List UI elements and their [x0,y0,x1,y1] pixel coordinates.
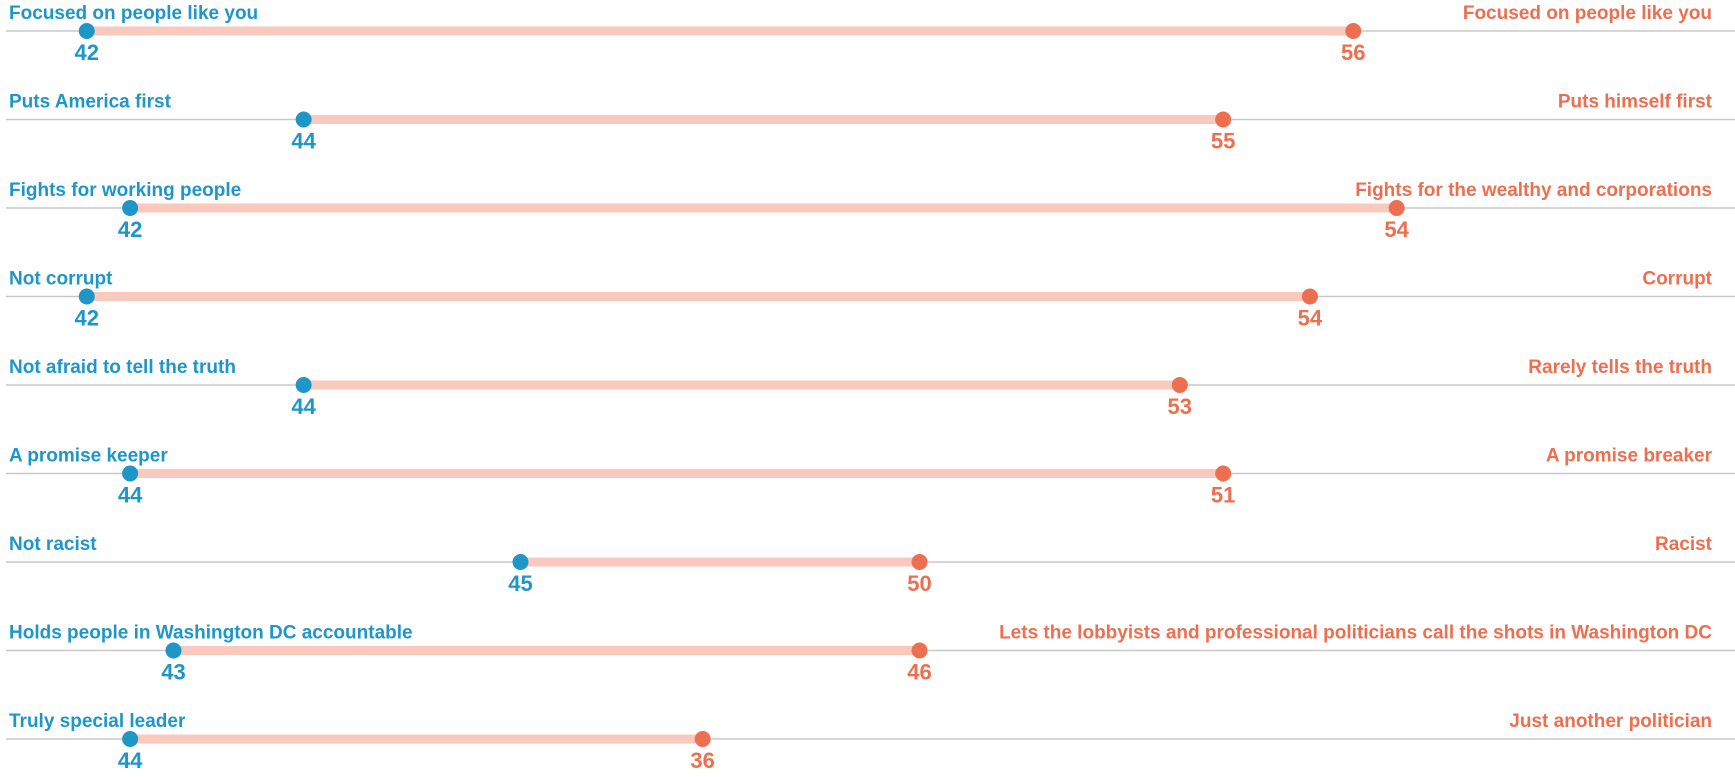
left-value-point [122,465,139,482]
left-category-label: Holds people in Washington DC accountabl… [9,623,413,644]
left-value-point [78,23,95,39]
left-category-label: Not racist [9,534,97,555]
left-category-label: Not afraid to tell the truth [9,357,236,378]
left-value-label: 44 [118,748,143,773]
right-value-label: 50 [907,571,931,596]
right-category-label: Racist [1655,534,1713,555]
right-category-label: Corrupt [1642,269,1712,290]
left-value-label: 43 [161,660,185,685]
right-category-label: Rarely tells the truth [1528,357,1712,378]
left-value-label: 44 [291,394,316,419]
right-value-point [1215,465,1232,482]
right-value-point [1171,377,1188,393]
left-value-label: 44 [291,129,316,154]
left-value-label: 44 [118,483,143,508]
right-value-point [911,642,928,659]
left-value-point [295,377,312,393]
left-value-label: 42 [75,40,99,65]
left-value-point [165,642,182,659]
left-value-point [122,200,139,216]
left-category-label: Truly special leader [9,711,186,732]
right-value-label: 46 [907,660,931,685]
right-category-label: Puts himself first [1558,92,1713,113]
left-category-label: Fights for working people [9,180,241,201]
left-category-label: Puts America first [9,92,172,113]
right-value-point [911,554,928,570]
right-category-label: Lets the lobbyists and professional poli… [999,623,1712,644]
left-value-point [122,731,139,747]
right-value-point [694,731,711,747]
left-value-label: 45 [508,571,532,596]
right-value-label: 51 [1211,483,1235,508]
right-value-label: 54 [1384,217,1409,242]
right-value-label: 55 [1211,129,1235,154]
right-value-label: 54 [1298,306,1323,331]
right-value-point [1301,288,1318,305]
left-value-point [78,288,95,305]
left-category-label: A promise keeper [9,446,168,467]
left-value-label: 42 [75,306,99,331]
right-value-point [1388,200,1405,216]
left-value-point [295,111,312,128]
right-category-label: A promise breaker [1546,446,1713,467]
right-value-point [1345,23,1362,39]
right-category-label: Fights for the wealthy and corporations [1355,180,1712,201]
left-value-label: 42 [118,217,142,242]
left-category-label: Not corrupt [9,269,113,290]
right-value-label: 53 [1168,394,1192,419]
right-value-label: 36 [690,748,714,773]
left-category-label: Focused on people like you [9,3,258,24]
right-value-point [1215,111,1232,128]
right-category-label: Focused on people like you [1463,3,1712,24]
left-value-point [512,554,529,570]
right-category-label: Just another politician [1509,711,1712,732]
right-value-label: 56 [1341,40,1365,65]
